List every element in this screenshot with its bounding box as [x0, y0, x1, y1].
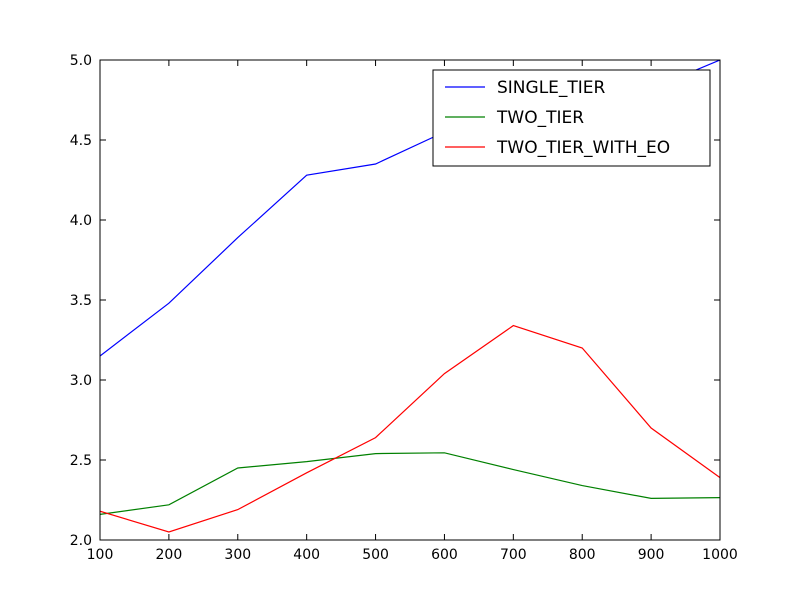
series-line-two-tier-with-eo: [100, 324, 720, 533]
tick-labels-layer: 100 200 300 400 500 600 700 800 900 1000 2.0 2.5 3.0…: [70, 53, 738, 563]
axis-ticks-layer: [99, 59, 721, 541]
y-tick-label: 4.5: [70, 133, 92, 149]
x-tick-label: 900: [638, 547, 665, 563]
x-tick-label: 1000: [702, 547, 738, 563]
x-tick-label: 300: [224, 547, 251, 563]
y-tick-label: 3.0: [70, 373, 92, 389]
x-tick-label: 800: [569, 547, 596, 563]
series-line-two-tier: [100, 452, 720, 515]
x-tick-label: 400: [293, 547, 320, 563]
legend-box: [432, 69, 711, 167]
y-tick-label: 5.0: [70, 53, 92, 69]
x-tick-label: 600: [431, 547, 458, 563]
y-tick-label: 2.0: [70, 533, 92, 549]
y-tick-label: 2.5: [70, 453, 92, 469]
legend-label: TWO_TIER: [496, 108, 584, 128]
legend: SINGLE_TIER TWO_TIER TWO_TIER_WITH_EO: [432, 69, 711, 167]
legend-label: TWO_TIER_WITH_EO: [496, 138, 670, 158]
x-tick-label: 500: [362, 547, 389, 563]
x-tick-label: 100: [87, 547, 114, 563]
legend-label: SINGLE_TIER: [497, 78, 606, 98]
y-tick-label: 4.0: [70, 213, 92, 229]
x-tick-label: 200: [156, 547, 183, 563]
y-tick-label: 3.5: [70, 293, 92, 309]
x-tick-label: 700: [500, 547, 527, 563]
